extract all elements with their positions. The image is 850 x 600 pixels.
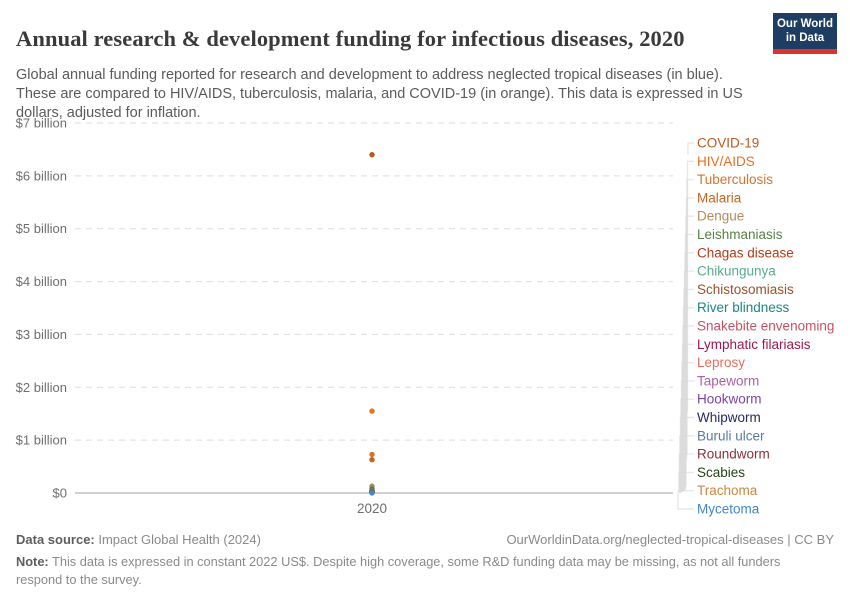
- legend-item-chagas-disease[interactable]: Chagas disease: [697, 245, 794, 260]
- legend-item-roundworm[interactable]: Roundworm: [697, 447, 770, 462]
- legend-connector-malaria: [685, 197, 694, 460]
- legend-item-mycetoma[interactable]: Mycetoma: [697, 502, 760, 517]
- x-tick-label: 2020: [357, 501, 387, 516]
- y-tick-label: $4 billion: [16, 274, 67, 289]
- page-title: Annual research & development funding fo…: [16, 26, 685, 52]
- legend-item-tapeworm[interactable]: Tapeworm: [697, 373, 759, 388]
- legend-item-buruli-ulcer[interactable]: Buruli ulcer: [697, 428, 765, 443]
- legend-connector-snakebite-envenoming: [682, 325, 694, 492]
- legend-item-hiv-aids[interactable]: HIV/AIDS: [697, 154, 755, 169]
- y-tick-label: $1 billion: [16, 433, 67, 448]
- data-source-label: Data source:: [16, 532, 95, 547]
- legend-item-chikungunya[interactable]: Chikungunya: [697, 264, 776, 279]
- y-tick-label: $3 billion: [16, 327, 67, 342]
- point-mycetoma[interactable]: [369, 490, 375, 496]
- legend-connector-dengue: [685, 215, 694, 487]
- legend-connector-whipworm: [679, 416, 694, 493]
- legend-connector-scabies: [678, 471, 694, 493]
- y-tick-label: $6 billion: [16, 168, 67, 183]
- legend-item-dengue[interactable]: Dengue: [697, 209, 744, 224]
- data-source-line: Data source: Impact Global Health (2024): [16, 532, 261, 547]
- y-tick-label: $0: [53, 486, 67, 501]
- legend-connector-river-blindness: [682, 307, 694, 492]
- legend-connector-lymphatic-filariasis: [681, 343, 694, 492]
- legend-connector-chagas-disease: [684, 252, 694, 491]
- legend-item-river-blindness[interactable]: River blindness: [697, 300, 790, 315]
- legend-item-schistosomiasis[interactable]: Schistosomiasis: [697, 282, 794, 297]
- legend-connector-roundworm: [678, 453, 694, 493]
- legend-item-scabies[interactable]: Scabies: [697, 465, 745, 480]
- owid-logo: Our World in Data: [773, 13, 837, 55]
- y-tick-label: $2 billion: [16, 380, 67, 395]
- legend-connector-tuberculosis: [686, 178, 694, 455]
- note-value: This data is expressed in constant 2022 …: [16, 554, 781, 587]
- owid-logo-line2: in Data: [785, 31, 825, 44]
- legend-item-snakebite-envenoming[interactable]: Snakebite envenoming: [697, 319, 834, 334]
- legend-connector-trachoma: [677, 490, 694, 493]
- legend-connector-chikungunya: [683, 270, 694, 491]
- legend-item-malaria[interactable]: Malaria: [697, 190, 742, 205]
- note-line: Note: This data is expressed in constant…: [16, 553, 794, 589]
- legend-item-whipworm[interactable]: Whipworm: [697, 410, 761, 425]
- legend-item-tuberculosis[interactable]: Tuberculosis: [697, 172, 773, 187]
- legend-item-lymphatic-filariasis[interactable]: Lymphatic filariasis: [697, 337, 811, 352]
- legend-connector-schistosomiasis: [683, 288, 694, 491]
- legend-connector-hiv-aids: [686, 160, 694, 412]
- data-source-value: Impact Global Health (2024): [94, 532, 261, 547]
- owid-logo-line1: Our World: [776, 18, 833, 30]
- legend-connector-covid-19: [687, 142, 694, 155]
- legend-item-hookworm[interactable]: Hookworm: [697, 392, 762, 407]
- chart-subtitle: Global annual funding reported for resea…: [16, 66, 743, 122]
- legend-item-leishmaniasis[interactable]: Leishmaniasis: [697, 227, 783, 242]
- legend-connector-hookworm: [680, 398, 694, 493]
- note-label: Note:: [16, 554, 49, 569]
- legend-connector-leishmaniasis: [684, 233, 694, 489]
- legend-connector-mycetoma: [677, 492, 694, 510]
- owid-url: OurWorldinData.org/neglected-tropical-di…: [506, 532, 834, 547]
- point-malaria[interactable]: [369, 457, 375, 463]
- legend-connector-buruli-ulcer: [679, 435, 694, 493]
- point-covid-19[interactable]: [369, 152, 375, 158]
- point-hiv-aids[interactable]: [369, 408, 375, 414]
- legend-connector-leprosy: [681, 361, 694, 492]
- legend-item-trachoma[interactable]: Trachoma: [697, 483, 758, 498]
- legend-item-covid-19[interactable]: COVID-19: [697, 136, 759, 151]
- legend-item-leprosy[interactable]: Leprosy: [697, 355, 745, 370]
- point-tuberculosis[interactable]: [369, 451, 375, 458]
- legend-connector-tapeworm: [680, 380, 694, 493]
- y-tick-label: $5 billion: [16, 221, 67, 236]
